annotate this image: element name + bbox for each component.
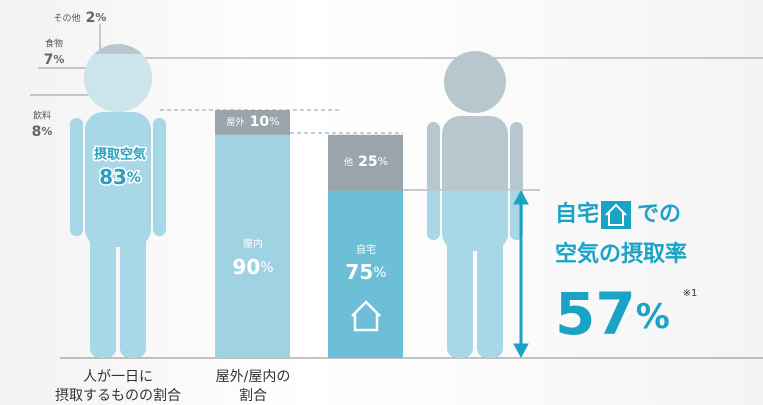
figures [70, 44, 523, 358]
label: 屋外 10% [226, 112, 279, 131]
label: 屋内 [243, 237, 263, 250]
label: 75% [345, 260, 386, 284]
label: 7% [44, 52, 65, 68]
label: 食物 [45, 38, 63, 50]
label: 8% [32, 124, 53, 140]
guide-lines [30, 24, 763, 359]
caption: 人が一日に [83, 369, 153, 385]
result-value: 57% [555, 280, 670, 348]
note: ※1 [683, 288, 698, 299]
caption: 割合 [239, 387, 267, 404]
bar [215, 110, 290, 135]
bar [215, 134, 290, 358]
caption: 摂取するものの割合 [55, 387, 181, 404]
label: 自宅 [356, 243, 376, 256]
person-head [70, 54, 166, 112]
label: その他 2% [54, 8, 107, 27]
label: 摂取空気 [94, 147, 146, 163]
house-icon [351, 300, 381, 332]
person [70, 44, 166, 358]
label: 飲料 [33, 110, 51, 122]
bars [215, 110, 403, 358]
caption: 屋外/屋内の [216, 369, 291, 385]
result-line: 空気の摂取率 [555, 241, 687, 267]
result-line: 自宅 での [555, 201, 681, 227]
bar [328, 134, 403, 191]
label: 83% [99, 165, 141, 189]
person-fill [427, 190, 523, 358]
house-badge [601, 201, 631, 229]
arrow [513, 189, 529, 359]
label: 90% [232, 255, 273, 279]
label: 他 25% [344, 152, 388, 171]
